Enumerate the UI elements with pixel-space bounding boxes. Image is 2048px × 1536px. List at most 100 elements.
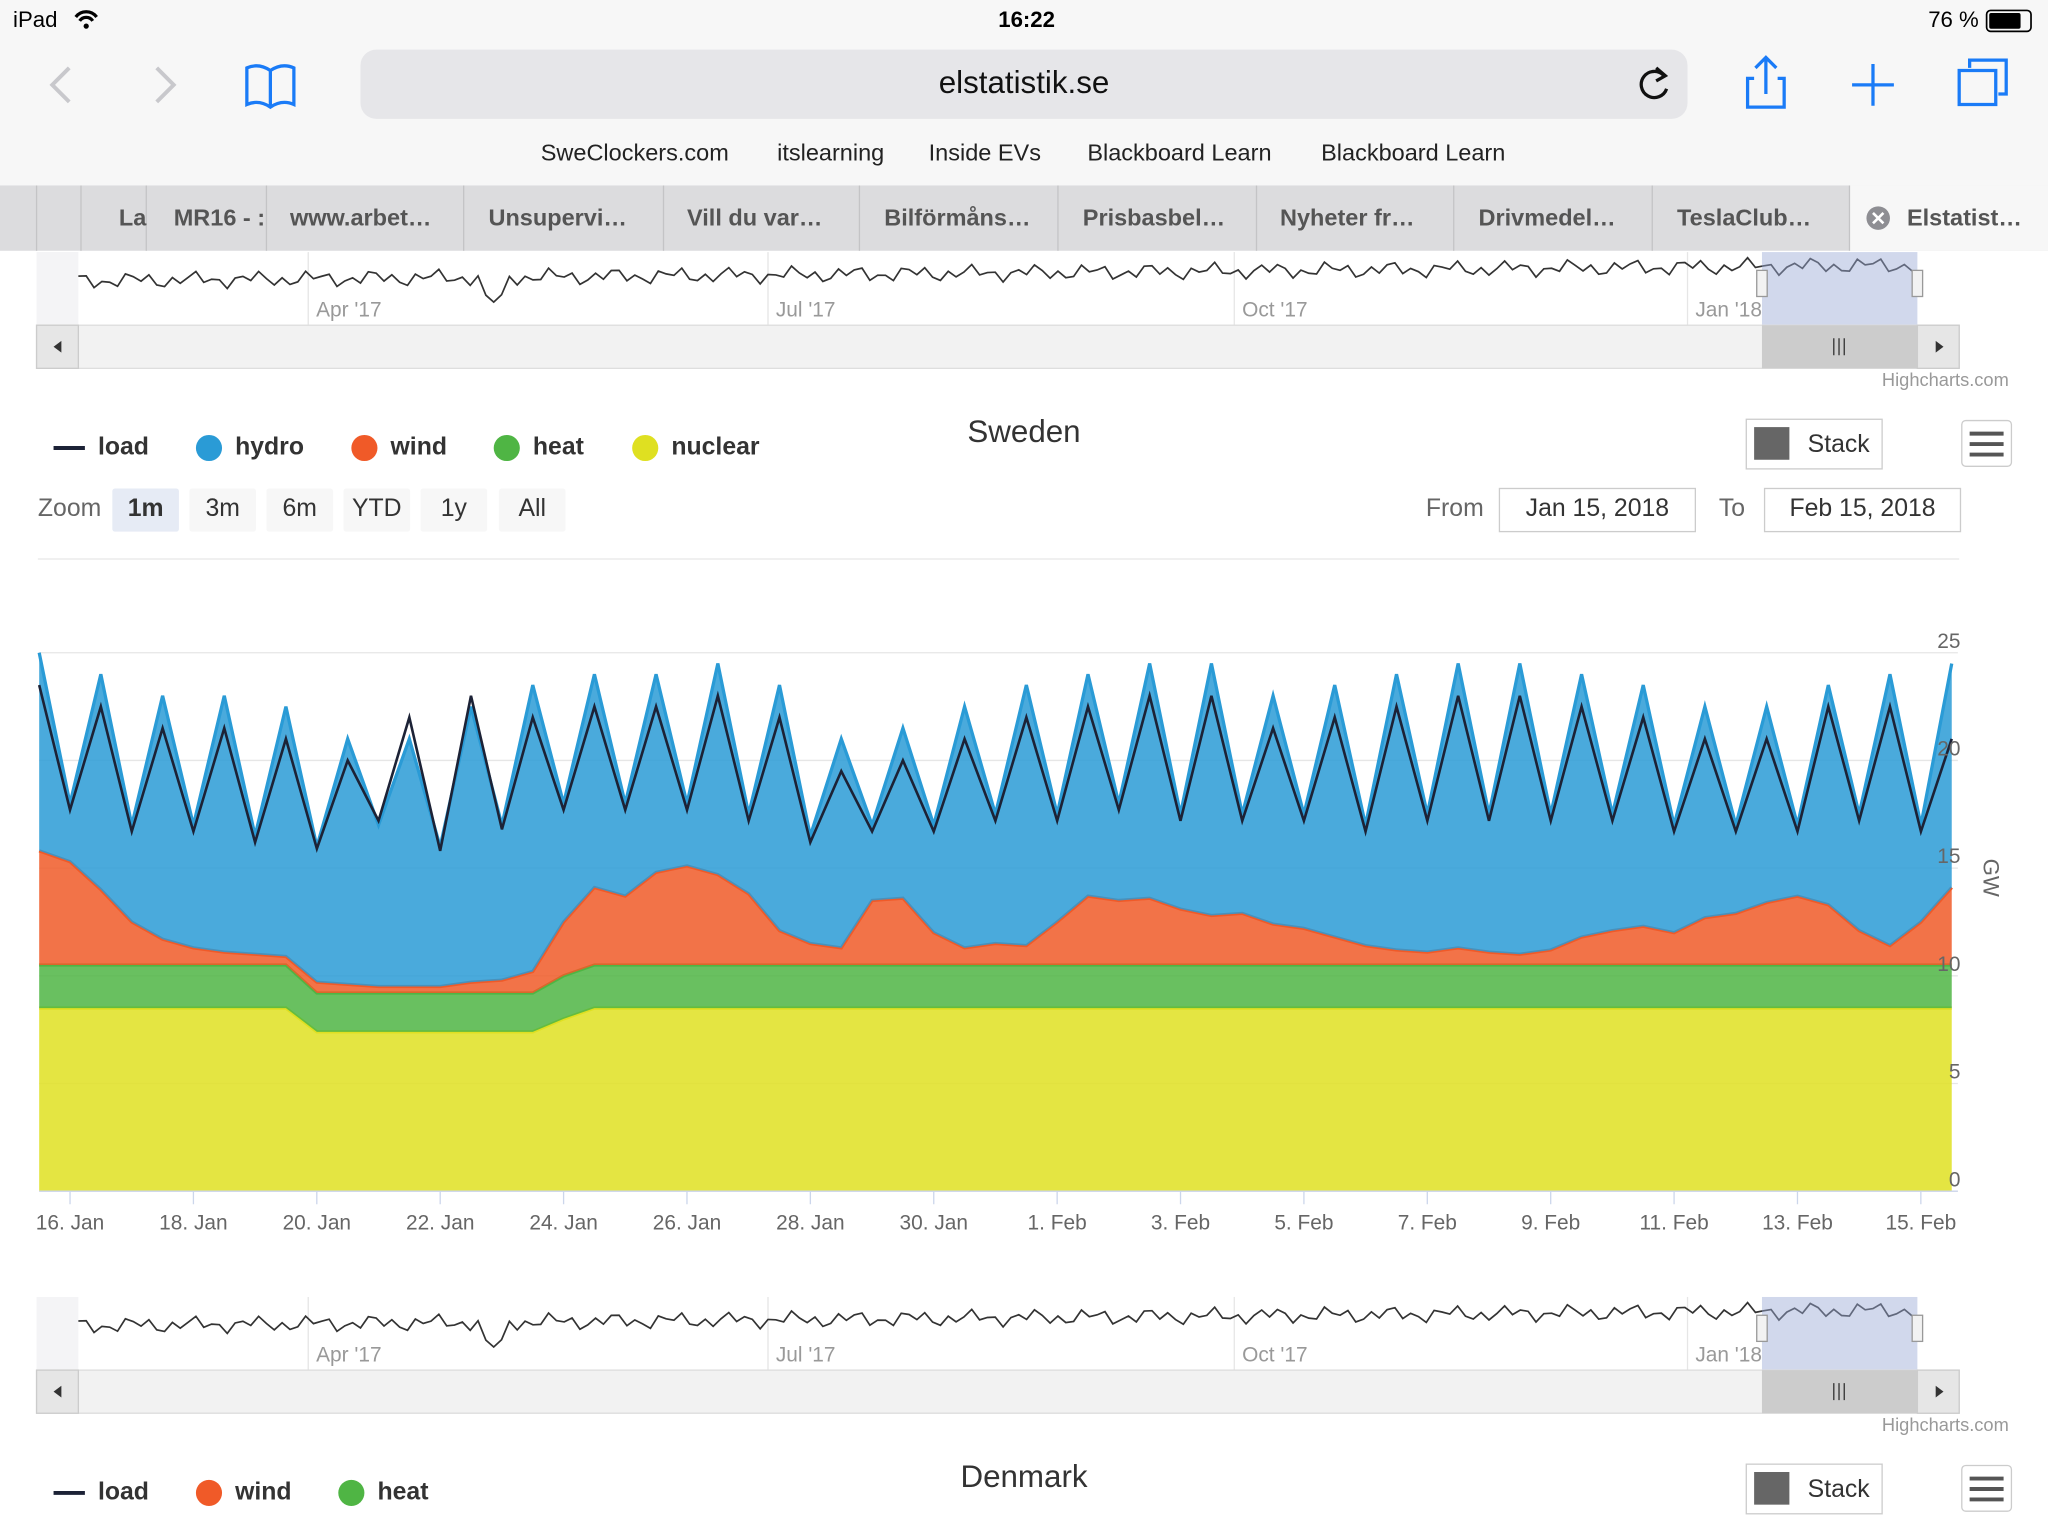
thumb-grip [1833, 1383, 1845, 1401]
navigator-label: Jul '17 [776, 1343, 836, 1366]
legend-label[interactable]: hydro [235, 434, 304, 461]
menu-icon [1969, 431, 2004, 457]
zoom-button[interactable] [343, 488, 411, 532]
area-edge-hydro [37, 652, 1954, 848]
bookmark-bar: SweClockers.com itslearning Inside EVs Blac… [541, 139, 1506, 165]
stack-swatch [1754, 427, 1790, 460]
zoom-button[interactable] [266, 488, 334, 532]
x-tick-label: 13. Feb [1762, 1211, 1833, 1234]
legend-symbol [195, 434, 223, 462]
zoom-button[interactable] [189, 488, 256, 532]
y-axis-label: GW [1978, 859, 2003, 897]
bookmarks-button[interactable] [245, 64, 296, 110]
bookmark[interactable]: Blackboard Learn [1321, 139, 1505, 165]
battery-level [1989, 13, 2021, 29]
tab-title[interactable]: La [119, 205, 147, 231]
tab-title[interactable]: Vill du var… [687, 205, 822, 231]
navigator-label: Oct '17 [1242, 298, 1307, 321]
tab-title[interactable]: Elstatist… [1907, 205, 2022, 231]
stack-label: Stack [1808, 1476, 1871, 1503]
arrow [53, 1385, 62, 1398]
navigator-selection [1761, 1296, 1918, 1371]
tab-title[interactable]: www.arbet… [289, 205, 431, 231]
arrow [1935, 340, 1944, 353]
from-label: From [1426, 495, 1484, 522]
x-tick-label: 30. Jan [900, 1211, 968, 1234]
navigator[interactable]: Apr '17 Jul '17 Oct '17 Jan '18 Highcharts.c… [35, 1296, 2009, 1435]
from-input[interactable] [1498, 487, 1696, 533]
x-tick-label: 3. Feb [1151, 1211, 1210, 1234]
back-button[interactable] [49, 66, 71, 104]
navigator-handle[interactable] [1756, 269, 1768, 298]
tab-close-x [1872, 211, 1885, 225]
navigator-handle[interactable] [1756, 1314, 1768, 1343]
legend-label[interactable]: heat [377, 1478, 428, 1505]
navigator-outside [36, 1296, 79, 1371]
navigator-label: Jan '18 [1695, 1343, 1762, 1366]
zoom-button[interactable] [112, 488, 179, 532]
bookmark[interactable]: itslearning [777, 139, 884, 165]
bookmark[interactable]: SweClockers.com [541, 139, 729, 165]
arrow [1935, 1385, 1944, 1398]
credits: Highcharts.com [1882, 369, 2009, 390]
zoom-button-label: 6m [283, 495, 317, 522]
stack-swatch [1754, 1472, 1790, 1505]
new-tab-button[interactable] [1852, 63, 1894, 106]
x-tick-label: 7. Feb [1398, 1211, 1457, 1234]
line-load [37, 684, 1953, 854]
legend: load hydro wind heat nuclear [53, 434, 760, 462]
tab-title[interactable]: Drivmedel… [1479, 205, 1616, 231]
legend-label[interactable]: heat [533, 434, 584, 461]
x-tick-label: 5. Feb [1274, 1211, 1333, 1234]
tab-title[interactable]: Unsupervi… [488, 205, 626, 231]
tab-title[interactable]: Prisbasbel… [1083, 205, 1225, 231]
navigator-handle[interactable] [1911, 1314, 1924, 1343]
legend-label[interactable]: load [98, 1478, 149, 1505]
forward-button[interactable] [155, 66, 177, 104]
navigator-line [78, 1301, 1913, 1349]
thumb-grip [1833, 338, 1845, 356]
x-tick-label: 24. Jan [529, 1211, 597, 1234]
navigator-label: Oct '17 [1242, 1343, 1307, 1366]
scrollbar-track [35, 324, 1960, 369]
legend-label[interactable]: nuclear [671, 434, 760, 461]
y-tick-label: 15 [1937, 845, 1960, 868]
legend-label[interactable]: wind [390, 434, 447, 461]
tab-title[interactable]: MR16 - : [174, 205, 265, 231]
bookmark[interactable]: Blackboard Learn [1087, 139, 1271, 165]
legend-symbol [195, 1479, 223, 1506]
legend-symbol [493, 434, 520, 462]
to-input[interactable] [1763, 487, 1962, 533]
scrollbar-left[interactable] [35, 1369, 80, 1414]
tab-title[interactable]: TeslaClub… [1677, 205, 1811, 231]
y-tick-label: 25 [1937, 630, 1960, 653]
zoom-button-label: All [518, 495, 546, 522]
tab-title[interactable]: Nyheter fr… [1280, 205, 1415, 231]
to-label: To [1719, 495, 1745, 522]
legend-label[interactable]: wind [234, 1478, 291, 1505]
x-tick-label: 26. Jan [653, 1211, 721, 1234]
arrow [53, 340, 62, 353]
plot: 0 5 10 15 20 25 16. Jan 18. Jan 20. Jan 22. Jan 24… [36, 630, 1961, 1235]
legend-label[interactable]: load [98, 434, 149, 461]
next-chart-title: Denmark [960, 1459, 1087, 1494]
to-value: Feb 15, 2018 [1789, 495, 1935, 522]
bookmark[interactable]: Inside EVs [929, 139, 1041, 165]
status-time: 16:22 [998, 7, 1055, 32]
navigator-bg [36, 252, 1960, 326]
legend-symbol [351, 434, 378, 462]
tabs-button[interactable] [1957, 58, 2008, 107]
navigator[interactable]: Apr '17 Jul '17 Oct '17 Jan '18 Highcharts.c… [35, 252, 2009, 390]
zoom-button[interactable] [420, 488, 488, 532]
tab-bar [0, 185, 2048, 251]
tab-title[interactable]: Bilförmåns… [884, 205, 1030, 231]
navigator-line [78, 256, 1913, 304]
url-bar[interactable] [360, 49, 1688, 119]
y-tick-label: 5 [1949, 1061, 1961, 1084]
area-nuclear [39, 1008, 1952, 1192]
share-button[interactable] [1745, 55, 1786, 109]
navigator-handle[interactable] [1911, 269, 1924, 298]
zoom-button[interactable] [498, 488, 566, 532]
reload-button[interactable] [1639, 66, 1669, 100]
